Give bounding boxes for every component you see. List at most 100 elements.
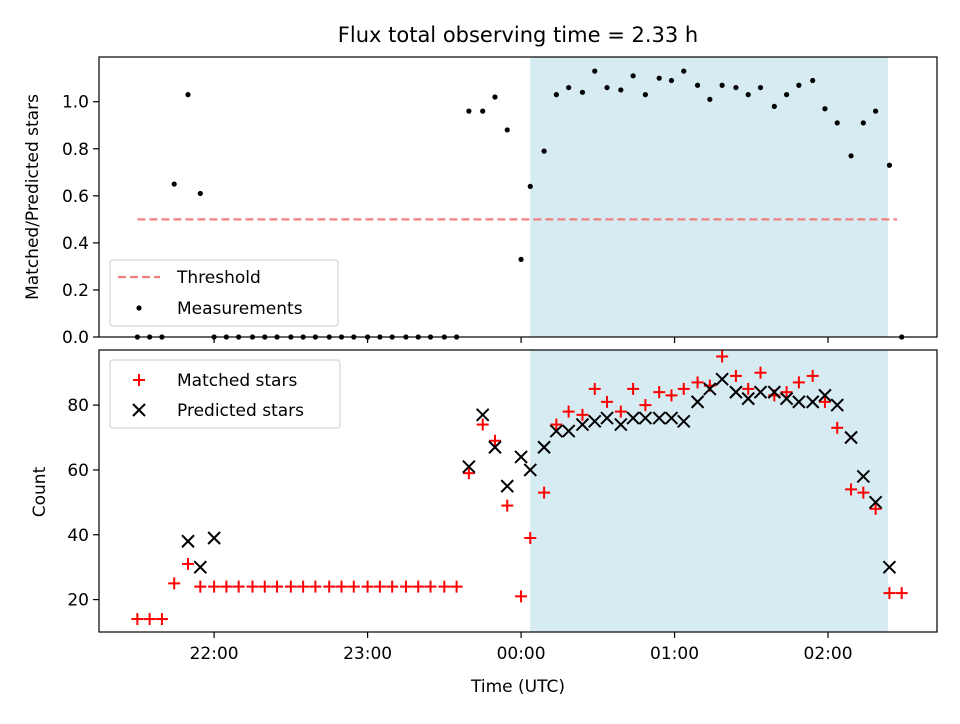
matched-star-point: [246, 580, 259, 593]
predicted-star-point: [729, 385, 743, 399]
matched-star-point: [450, 580, 463, 593]
matched-star-point: [831, 421, 844, 434]
y-tick-label: 60: [67, 461, 89, 481]
predicted-star-point: [715, 372, 729, 386]
matched-star-point: [716, 350, 729, 363]
predicted-star-point: [792, 395, 806, 409]
measurement-point: [579, 89, 586, 95]
matched-star-point: [168, 577, 181, 590]
matched-star-point: [424, 580, 437, 593]
measurement-point: [592, 68, 598, 74]
matched-star-point: [792, 376, 805, 389]
measurement-point: [604, 84, 610, 91]
matched-star-point: [857, 486, 870, 499]
measurement-point: [492, 94, 498, 100]
measurement-point: [185, 92, 191, 98]
bottom-panel: 20 40 60 80 22:00 23:00 00:00 01:00 02:00 Count…: [30, 349, 938, 697]
predicted-star-point: [868, 495, 883, 510]
predicted-star-point: [690, 395, 705, 409]
measurement-point: [527, 183, 533, 190]
measurement-point: [541, 148, 547, 154]
matched-star-point: [818, 395, 831, 408]
measurement-point: [834, 120, 840, 126]
top-axes-frame: [98, 56, 938, 338]
matched-star-point: [639, 399, 652, 412]
matched-star-point: [131, 613, 144, 626]
predicted-star-point: [549, 424, 564, 438]
predicted-star-point: [514, 450, 528, 464]
predicted-star-point: [652, 411, 666, 425]
measurement-point: [757, 84, 764, 91]
y-tick-label: 1.0: [62, 93, 89, 113]
matched-star-point: [524, 532, 537, 544]
legend-measurements-swatch: [136, 305, 142, 311]
predicted-star-point: [741, 391, 755, 406]
y-tick-label: 0.8: [62, 140, 89, 160]
measurement-point: [171, 181, 177, 187]
legend-matched-swatch: [133, 374, 145, 386]
predicted-star-point: [500, 479, 514, 493]
measurement-point: [668, 77, 675, 84]
matched-star-point: [677, 382, 690, 395]
y-tick-label: 0.4: [62, 234, 89, 254]
measurement-point: [796, 82, 802, 88]
legend-measurements-label: Measurements: [177, 299, 303, 319]
measurement-point: [681, 68, 687, 74]
matched-star-point: [562, 405, 575, 418]
predicted-star-point: [475, 408, 490, 422]
measurement-point: [566, 84, 572, 91]
predicted-star-point: [856, 469, 871, 484]
predicted-star-point: [638, 411, 653, 425]
legend-predicted-label: Predicted stars: [177, 401, 304, 421]
predicted-star-point: [614, 417, 628, 432]
measurement-point: [504, 127, 510, 133]
measurement-point: [783, 92, 790, 98]
measurement-point: [719, 82, 725, 88]
matched-star-point: [143, 613, 156, 626]
predicted-star-point: [818, 388, 832, 403]
legend-matched-label: Matched stars: [177, 371, 297, 391]
matched-star-point: [476, 418, 489, 431]
matched-star-point: [412, 580, 425, 593]
matched-star-point: [373, 580, 386, 593]
x-tick-label: 02:00: [804, 644, 853, 664]
predicted-star-point: [207, 531, 221, 545]
predicted-star-point: [767, 385, 782, 399]
predicted-star-point: [575, 417, 590, 432]
predicted-star-point: [462, 459, 476, 474]
x-tick-label: 23:00: [343, 644, 392, 664]
predicted-star-point: [830, 398, 844, 412]
legend-threshold-label: Threshold: [176, 268, 261, 288]
measurement-point: [745, 92, 751, 98]
x-tick-label: 00:00: [497, 644, 546, 664]
predicted-star-point: [844, 430, 858, 445]
matched-star-point: [806, 369, 819, 382]
matched-star-point: [462, 467, 475, 480]
matched-star-point: [232, 580, 245, 593]
measurement-point: [656, 75, 662, 81]
measurement-point: [860, 120, 866, 126]
predicted-star-point: [588, 414, 602, 429]
x-axis-label: Time (UTC): [470, 677, 565, 697]
measurement-point: [707, 96, 713, 102]
matched-star-point: [309, 580, 322, 593]
x-tick-label: 22:00: [190, 644, 239, 664]
measurement-point: [553, 92, 559, 98]
matched-star-point: [576, 408, 589, 421]
y-tick-label: 0.0: [62, 328, 89, 348]
matched-star-point: [538, 486, 551, 499]
matched-star-point: [361, 580, 374, 593]
chart-title: Flux total observing time = 2.33 h: [338, 23, 698, 47]
bottom-legend: Matched stars Predicted stars: [109, 359, 341, 429]
measurement-point: [873, 108, 879, 114]
matched-star-point: [501, 499, 514, 512]
measurement-point: [733, 84, 739, 91]
matched-star-point: [729, 369, 742, 382]
matched-star-point: [182, 557, 195, 570]
top-y-axis-label: Matched/Predicted stars: [23, 94, 43, 300]
predicted-star-point: [677, 414, 691, 429]
x-tick-label: 01:00: [650, 644, 699, 664]
matched-star-point: [601, 395, 614, 408]
top-panel: 0.0 0.2 0.4 0.6 0.8 1.0 Matched/Predicted sta…: [23, 56, 938, 348]
bottom-highlight-span: [530, 350, 888, 632]
